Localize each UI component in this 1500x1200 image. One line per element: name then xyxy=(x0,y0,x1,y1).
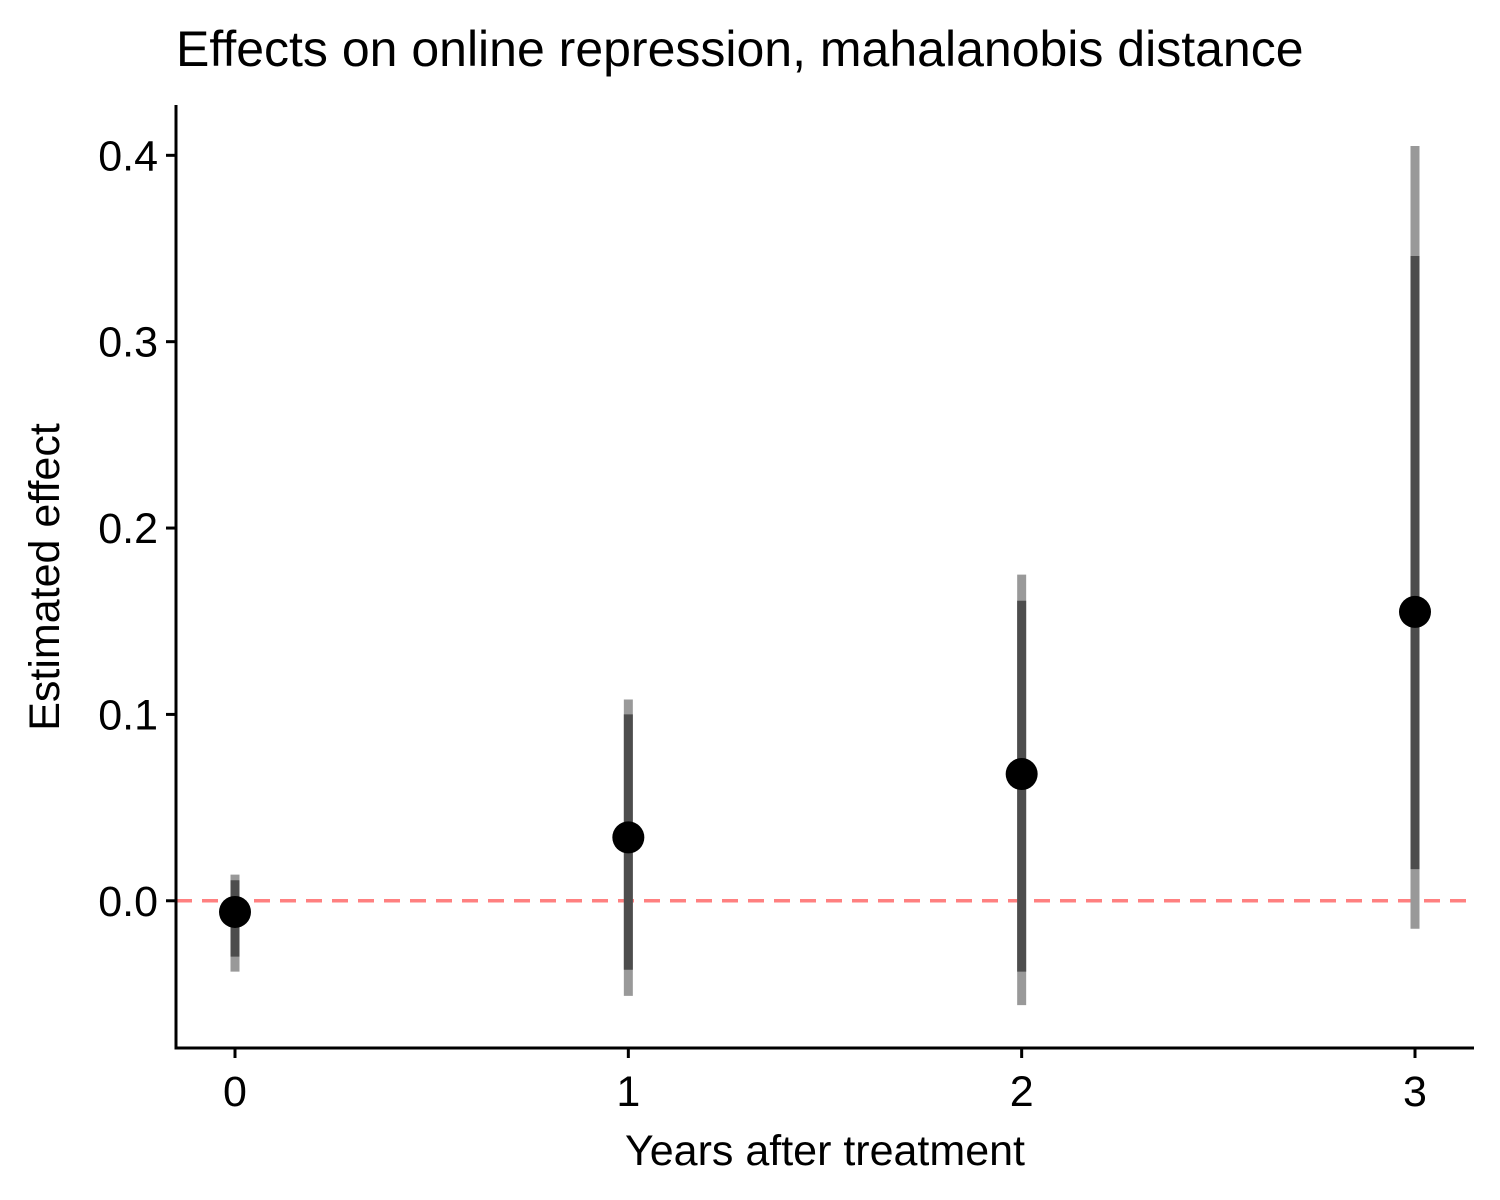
y-tick-label-2: 0.2 xyxy=(98,505,158,553)
confidence-intervals xyxy=(230,146,1420,1006)
estimate-point-3 xyxy=(1399,595,1431,628)
plot-area xyxy=(176,146,1474,1006)
x-axis-ticks: 0 1 2 3 xyxy=(223,1048,1427,1116)
estimate-points xyxy=(219,595,1431,928)
y-axis-ticks: 0.0 0.1 0.2 0.3 0.4 xyxy=(98,132,176,926)
chart-title: Effects on online repression, mahalanobi… xyxy=(176,21,1304,77)
estimate-point-1 xyxy=(612,821,645,854)
x-tick-label-3: 3 xyxy=(1403,1068,1427,1116)
y-axis-label: Estimated effect xyxy=(21,423,69,731)
x-axis-label: Years after treatment xyxy=(625,1127,1025,1175)
y-tick-label-0: 0.0 xyxy=(98,878,158,926)
estimate-point-0 xyxy=(219,895,251,928)
y-tick-label-3: 0.3 xyxy=(98,319,158,367)
y-tick-label-1: 0.1 xyxy=(98,691,158,739)
x-tick-label-1: 1 xyxy=(616,1068,640,1116)
estimate-point-2 xyxy=(1005,758,1038,791)
x-tick-label-0: 0 xyxy=(223,1068,247,1116)
x-tick-label-2: 2 xyxy=(1010,1068,1034,1116)
y-tick-label-4: 0.4 xyxy=(98,132,158,180)
